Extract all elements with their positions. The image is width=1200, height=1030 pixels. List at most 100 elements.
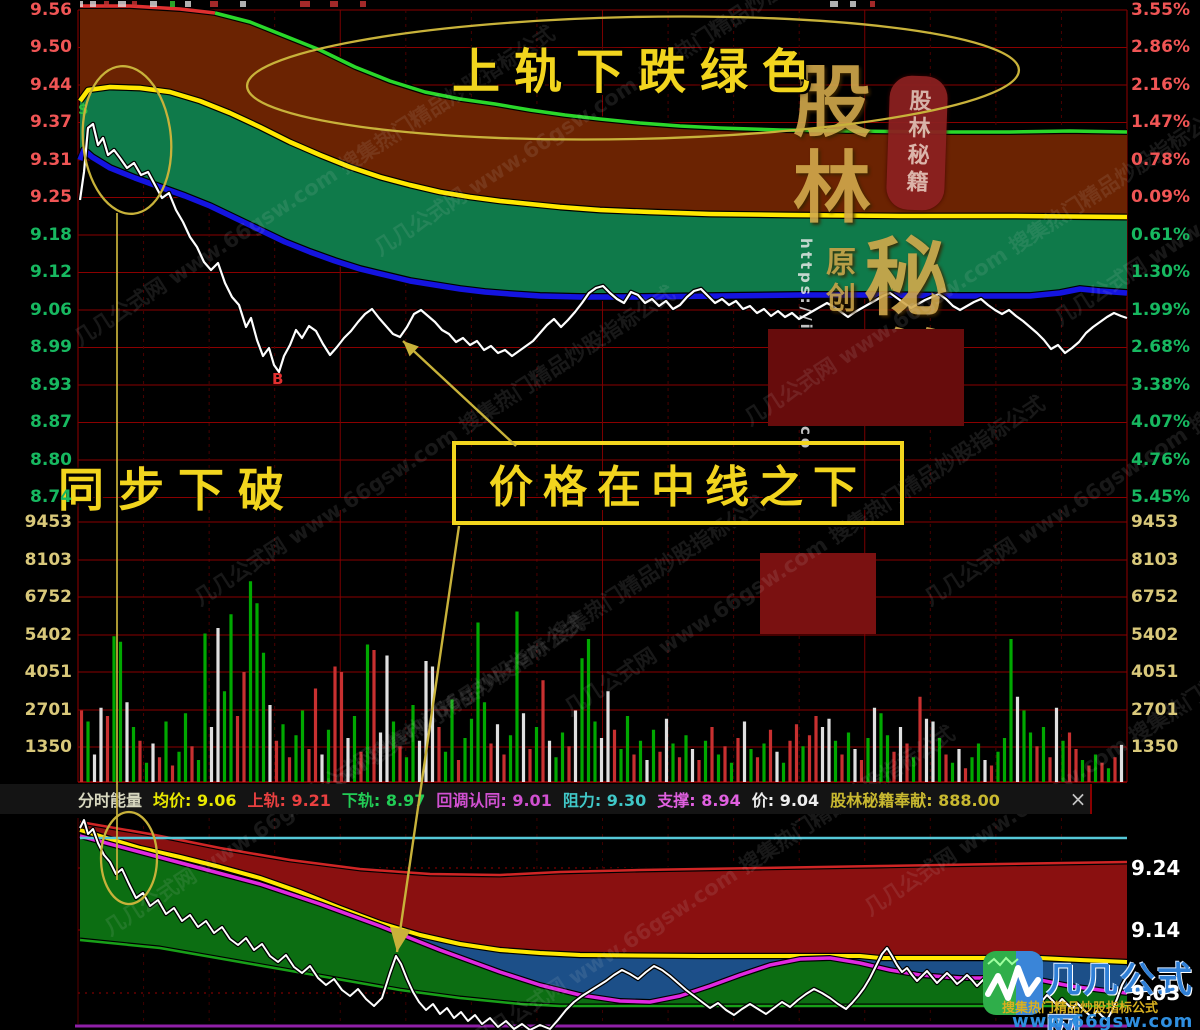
indicator-value: 均价: 9.06: [153, 791, 237, 810]
price-axis-label: 9.12: [30, 262, 72, 282]
price-axis-label: 8.74: [30, 487, 72, 507]
percent-axis-label: 2.68%: [1131, 337, 1190, 357]
titlebar-fragment: [850, 1, 856, 7]
censor-block: [760, 553, 876, 634]
titlebar-fragment: [830, 1, 838, 7]
bottom-price-label: 9.14: [1131, 918, 1181, 942]
titlebar-fragment: [150, 1, 157, 7]
bottom-red-line: [79, 820, 1128, 877]
seal-stamp: 股林秘籍: [885, 75, 949, 211]
titlebar-fragment: [132, 1, 137, 7]
bottom-price-label: 9.24: [1131, 856, 1181, 880]
annotation-upper-band-falls-green: 上轨下跌绿色: [452, 44, 825, 100]
price-axis-label: 9.25: [30, 187, 72, 207]
volume-axis-label-right: 5402: [1131, 625, 1179, 645]
origin-watermark: 原创: [820, 246, 855, 318]
volume-axis-label-right: 9453: [1131, 512, 1179, 532]
titlebar-fragment: [104, 1, 109, 7]
volume-axis-label-right: 8103: [1131, 550, 1179, 570]
bottom-green-line: [79, 938, 1127, 1008]
price-axis-label: 9.50: [30, 37, 72, 57]
lower-band-fill: [80, 87, 1127, 297]
percent-axis-label: 1.47%: [1131, 112, 1190, 132]
price-axis-label: 8.87: [30, 412, 72, 432]
buy-marker: B: [272, 370, 283, 388]
indicator-value: 股林秘籍奉献: 888.00: [830, 791, 1000, 810]
price-axis-label: 9.31: [30, 150, 72, 170]
price-axis-label: 9.18: [30, 225, 72, 245]
titlebar-fragment: [360, 1, 366, 7]
volume-axis-label-right: 6752: [1131, 587, 1179, 607]
price-axis-label: 8.93: [30, 375, 72, 395]
close-icon[interactable]: ×: [1069, 787, 1087, 811]
logo-url: www.66gsw.com: [1012, 1011, 1194, 1030]
price-axis-label: 8.80: [30, 450, 72, 470]
site-watermark-logo: 几几公式网 搜集热门精品炒股指标公式 www.66gsw.com: [982, 950, 1200, 1030]
gold-char: 林: [793, 143, 872, 234]
percent-axis-label: 0.61%: [1131, 225, 1190, 245]
volume-axis-label-left: 4051: [24, 662, 72, 682]
indicator-value: 价: 9.04: [751, 791, 820, 810]
sync-vertical-line: [116, 213, 118, 880]
bottom-upper-fill: [80, 822, 1127, 962]
titlebar-fragment: [330, 1, 338, 7]
volume-axis-label-left: 9453: [24, 512, 72, 532]
upper-band-fill: [80, 6, 1127, 217]
percent-axis-label: 3.55%: [1131, 0, 1190, 20]
percent-axis-label: 3.38%: [1131, 375, 1190, 395]
titlebar-fragment: [240, 1, 246, 7]
indicator-value: 上轨: 9.21: [247, 791, 331, 810]
volume-axis-label-right: 2701: [1131, 700, 1179, 720]
price-axis-label: 9.37: [30, 112, 72, 132]
logo-icon: [983, 951, 1043, 1015]
statusbar-right-border: [1090, 784, 1092, 814]
titlebar-fragment: [118, 1, 126, 7]
indicator-value: 回调认同: 9.01: [436, 791, 552, 810]
logo-tagline: 搜集热门精品炒股指标公式: [1002, 1001, 1159, 1016]
percent-axis-label: 1.30%: [1131, 262, 1190, 282]
titlebar-fragment: [210, 1, 218, 7]
percent-axis-label: 5.45%: [1131, 487, 1190, 507]
volume-axis-label-left: 5402: [24, 625, 72, 645]
volume-axis-label-right: 1350: [1131, 737, 1179, 757]
price-axis-label: 9.56: [30, 0, 72, 20]
percent-axis-label: 2.16%: [1131, 75, 1190, 95]
indicator-status-bar: 分时能量 均价: 9.06 上轨: 9.21 下轨: 8.97 回调认同: 9.01 阻力…: [0, 784, 1090, 814]
volume-axis-label-right: 4051: [1131, 662, 1179, 682]
price-line: [78, 122, 1128, 374]
percent-axis-label: 0.09%: [1131, 187, 1190, 207]
titlebar-fragment: [870, 1, 875, 7]
annotation-sync-breakdown: 同步下破: [58, 463, 298, 517]
titlebar-fragment: [80, 1, 83, 7]
indicator-title: 分时能量: [78, 791, 143, 810]
titlebar-fragment: [90, 1, 96, 7]
titlebar-fragment: [170, 1, 175, 7]
price-axis-label: 8.99: [30, 337, 72, 357]
percent-axis-label: 4.07%: [1131, 412, 1190, 432]
volume-axis-label-left: 8103: [24, 550, 72, 570]
titlebar-fragment: [185, 1, 191, 7]
percent-axis-label: 1.99%: [1131, 300, 1190, 320]
volume-axis-label-left: 1350: [24, 737, 72, 757]
indicator-value: 阻力: 9.30: [562, 791, 647, 810]
indicator-value: 支撑: 8.94: [657, 791, 741, 810]
volume-axis-label-left: 2701: [24, 700, 72, 720]
bottom-price-label: 9.03: [1131, 981, 1181, 1005]
percent-axis-label: 2.86%: [1131, 37, 1190, 57]
seal-text: 股林秘籍: [902, 88, 932, 198]
price-axis-label: 9.06: [30, 300, 72, 320]
percent-axis-label: 4.76%: [1131, 450, 1190, 470]
price-axis-label: 9.44: [30, 75, 72, 95]
dollar-marker: $: [78, 100, 88, 118]
indicator-value: 下轨: 8.97: [341, 791, 426, 810]
percent-axis-label: 0.78%: [1131, 150, 1190, 170]
gold-char: 秘: [864, 228, 949, 327]
censor-block: [768, 329, 964, 426]
volume-axis-label-left: 6752: [24, 587, 72, 607]
annotation-price-below-midline-box: 价格在中线之下: [452, 441, 904, 525]
logo-site-name: 几几公式网: [1046, 961, 1195, 1030]
bottom-green-fill: [80, 836, 1127, 1006]
annotation-price-below-midline-text: 价格在中线之下: [489, 462, 867, 513]
